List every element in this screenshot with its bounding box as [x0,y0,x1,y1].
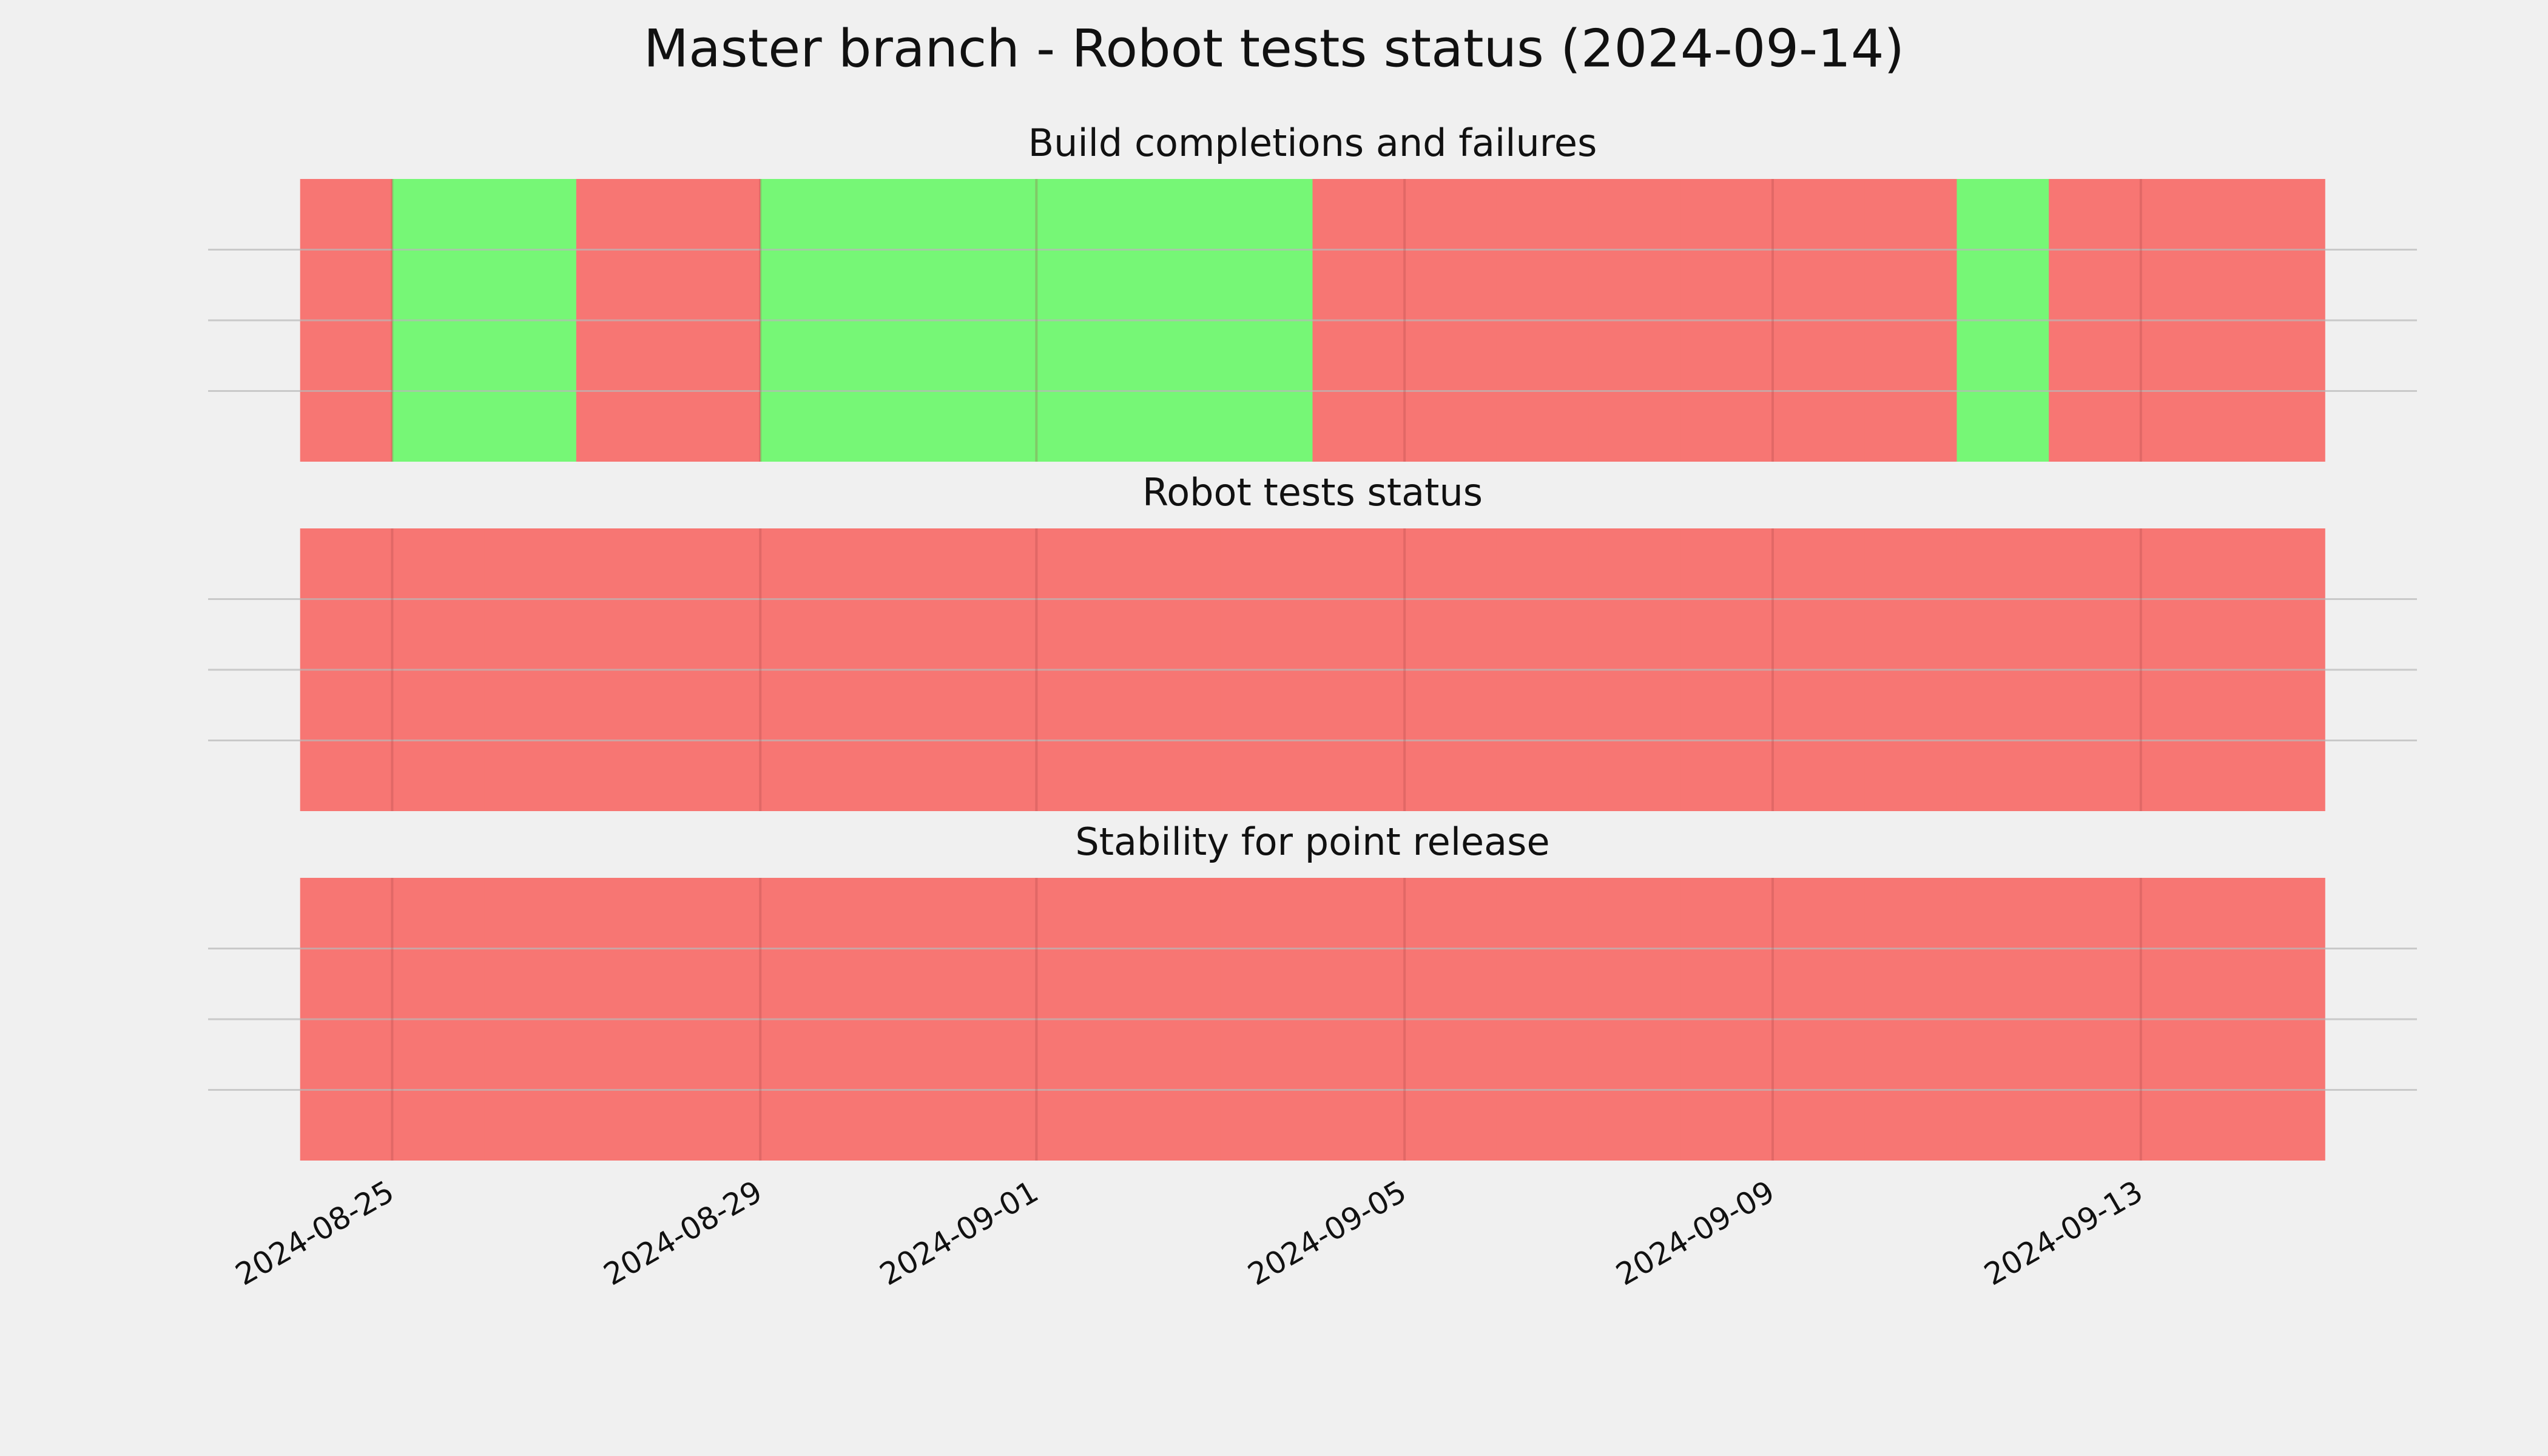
panel-title: Robot tests status [1142,470,1483,514]
panel-title: Build completions and failures [1028,121,1597,165]
panel-title: Stability for point release [1075,820,1549,864]
chart-title: Master branch - Robot tests status (2024… [644,18,1904,79]
